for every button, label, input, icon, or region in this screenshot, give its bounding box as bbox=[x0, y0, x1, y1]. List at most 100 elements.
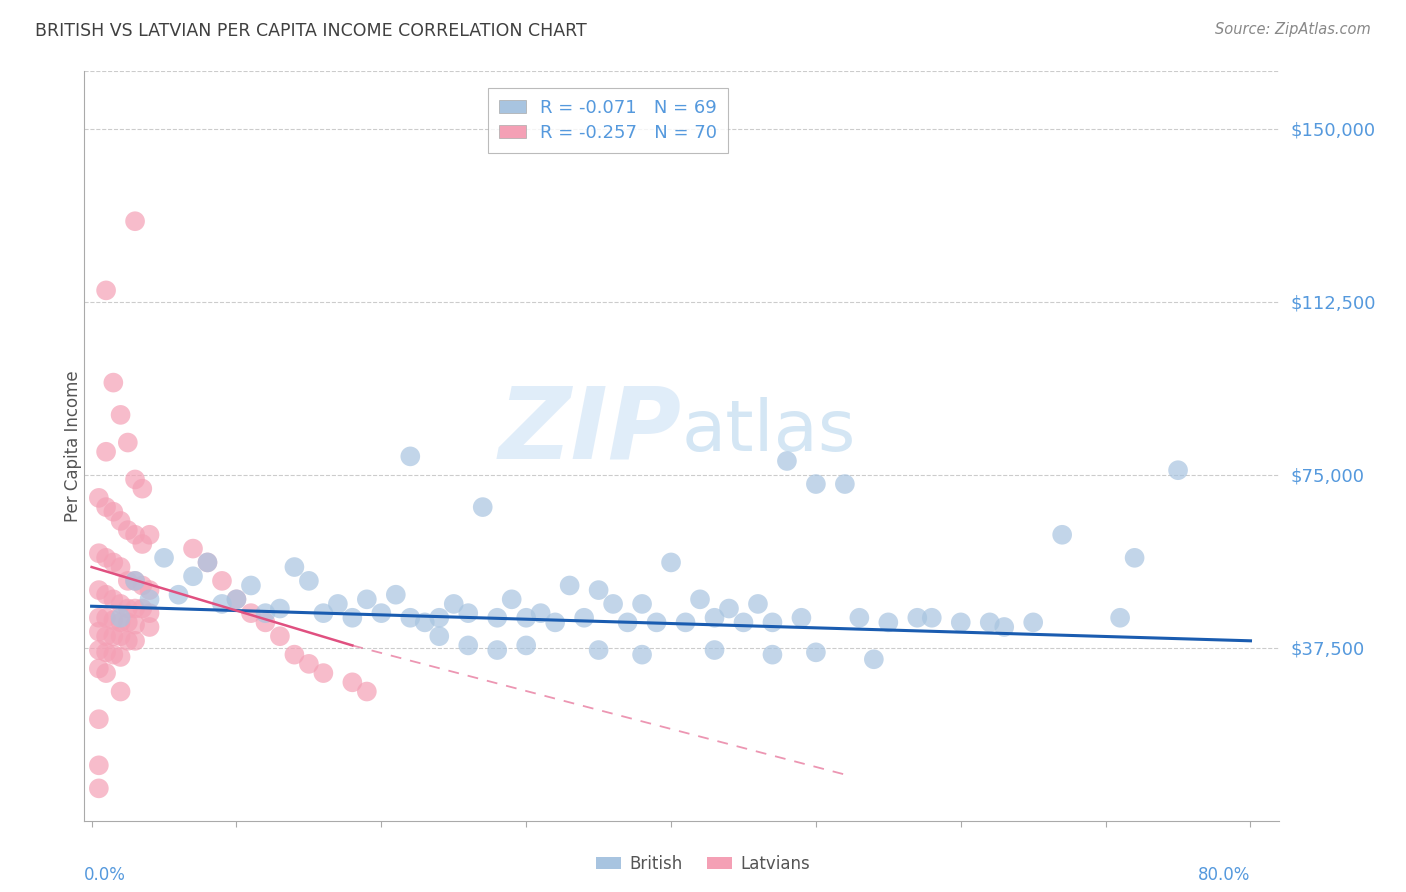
Point bbox=[211, 574, 233, 588]
Point bbox=[124, 633, 146, 648]
Point bbox=[138, 620, 160, 634]
Point bbox=[486, 611, 509, 625]
Point bbox=[269, 629, 291, 643]
Text: atlas: atlas bbox=[682, 397, 856, 466]
Point bbox=[103, 592, 125, 607]
Text: BRITISH VS LATVIAN PER CAPITA INCOME CORRELATION CHART: BRITISH VS LATVIAN PER CAPITA INCOME COR… bbox=[35, 22, 586, 40]
Point bbox=[761, 615, 783, 630]
Point bbox=[131, 482, 153, 496]
Point bbox=[385, 588, 408, 602]
Point bbox=[94, 645, 117, 659]
Point bbox=[659, 556, 682, 570]
Point bbox=[427, 629, 450, 643]
Point bbox=[110, 597, 132, 611]
Point bbox=[863, 652, 886, 666]
Text: 80.0%: 80.0% bbox=[1198, 865, 1250, 884]
Point bbox=[110, 611, 132, 625]
Point bbox=[94, 550, 117, 565]
Point bbox=[131, 601, 153, 615]
Point bbox=[399, 611, 422, 625]
Point bbox=[197, 556, 219, 570]
Point bbox=[117, 601, 139, 615]
Point bbox=[979, 615, 1001, 630]
Point bbox=[834, 477, 856, 491]
Point bbox=[167, 588, 190, 602]
Point bbox=[117, 435, 139, 450]
Point bbox=[124, 574, 146, 588]
Point bbox=[225, 592, 247, 607]
Point bbox=[138, 583, 160, 598]
Point bbox=[94, 500, 117, 514]
Point bbox=[1022, 615, 1045, 630]
Point bbox=[804, 477, 827, 491]
Point bbox=[87, 643, 110, 657]
Point bbox=[131, 537, 153, 551]
Point bbox=[515, 639, 537, 653]
Point bbox=[110, 514, 132, 528]
Point bbox=[949, 615, 972, 630]
Point bbox=[124, 617, 146, 632]
Point bbox=[993, 620, 1015, 634]
Point bbox=[153, 550, 176, 565]
Point bbox=[103, 613, 125, 627]
Point bbox=[117, 615, 139, 630]
Point bbox=[225, 592, 247, 607]
Point bbox=[631, 597, 654, 611]
Point bbox=[703, 643, 725, 657]
Point bbox=[631, 648, 654, 662]
Point bbox=[131, 578, 153, 592]
Point bbox=[94, 444, 117, 458]
Point bbox=[804, 645, 827, 659]
Point bbox=[110, 408, 132, 422]
Point bbox=[733, 615, 755, 630]
Point bbox=[342, 611, 364, 625]
Point bbox=[94, 629, 117, 643]
Point bbox=[94, 666, 117, 681]
Point bbox=[239, 578, 262, 592]
Point bbox=[370, 606, 392, 620]
Point bbox=[544, 615, 567, 630]
Point bbox=[124, 528, 146, 542]
Point bbox=[558, 578, 581, 592]
Point bbox=[110, 649, 132, 664]
Point bbox=[87, 758, 110, 772]
Point bbox=[94, 284, 117, 298]
Legend: R = -0.071   N = 69, R = -0.257   N = 70: R = -0.071 N = 69, R = -0.257 N = 70 bbox=[488, 88, 728, 153]
Point bbox=[1123, 550, 1146, 565]
Point bbox=[413, 615, 436, 630]
Point bbox=[790, 611, 813, 625]
Point bbox=[138, 528, 160, 542]
Point bbox=[717, 601, 740, 615]
Point bbox=[427, 611, 450, 625]
Point bbox=[87, 712, 110, 726]
Point bbox=[94, 611, 117, 625]
Point bbox=[486, 643, 509, 657]
Text: Source: ZipAtlas.com: Source: ZipAtlas.com bbox=[1215, 22, 1371, 37]
Point bbox=[905, 611, 928, 625]
Point bbox=[87, 491, 110, 505]
Point bbox=[572, 611, 595, 625]
Point bbox=[342, 675, 364, 690]
Point bbox=[356, 592, 378, 607]
Point bbox=[103, 376, 125, 390]
Point bbox=[921, 611, 943, 625]
Point bbox=[1109, 611, 1132, 625]
Point bbox=[471, 500, 494, 514]
Point bbox=[103, 556, 125, 570]
Legend: British, Latvians: British, Latvians bbox=[589, 848, 817, 880]
Point bbox=[443, 597, 465, 611]
Point bbox=[515, 611, 537, 625]
Point bbox=[117, 523, 139, 537]
Point bbox=[298, 657, 321, 671]
Point bbox=[588, 583, 610, 598]
Point bbox=[197, 556, 219, 570]
Point bbox=[87, 546, 110, 560]
Point bbox=[181, 541, 204, 556]
Point bbox=[588, 643, 610, 657]
Point bbox=[616, 615, 638, 630]
Point bbox=[675, 615, 697, 630]
Point bbox=[356, 684, 378, 698]
Point bbox=[94, 588, 117, 602]
Point bbox=[269, 601, 291, 615]
Point bbox=[703, 611, 725, 625]
